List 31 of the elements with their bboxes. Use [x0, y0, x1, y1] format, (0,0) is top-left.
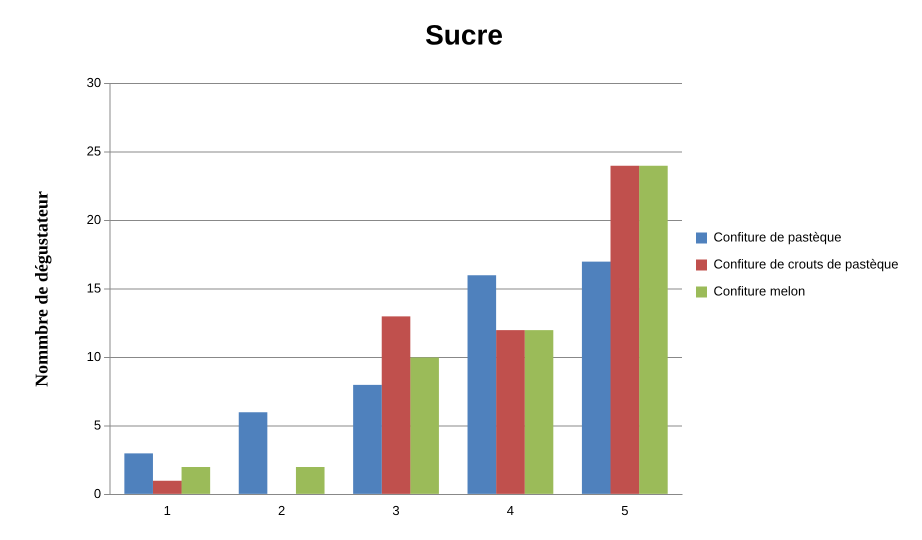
- x-tick-label: 4: [506, 502, 514, 518]
- y-tick-label: 30: [86, 75, 102, 90]
- bar: [410, 357, 439, 494]
- bar: [496, 330, 525, 494]
- bar: [639, 166, 668, 494]
- bar: [296, 467, 325, 494]
- y-tick-label: 5: [94, 418, 102, 433]
- y-tick-label: 15: [86, 280, 102, 296]
- legend-label: Confiture de pastèque: [714, 230, 842, 245]
- y-tick-label: 10: [86, 349, 102, 364]
- x-tick-label: 3: [392, 502, 400, 518]
- bar: [152, 480, 182, 494]
- x-tick-label: 5: [621, 502, 628, 518]
- x-tick-label: 1: [164, 502, 171, 518]
- y-tick-label: 20: [86, 212, 102, 228]
- x-tick-label: 2: [278, 502, 286, 518]
- bar: [610, 166, 640, 494]
- y-axis-title: Nommbre de dégustateur: [31, 191, 52, 387]
- bar: [238, 412, 268, 494]
- y-tick-label: 0: [94, 486, 102, 501]
- bar: [582, 262, 611, 494]
- bar: [382, 316, 410, 494]
- bar: [124, 453, 153, 494]
- y-tick-label: 25: [86, 144, 102, 159]
- legend-label: Confiture melon: [714, 284, 806, 299]
- bar: [468, 275, 496, 494]
- chart-title: Sucre: [425, 20, 503, 51]
- legend-label: Confiture de crouts de pastèque: [714, 256, 899, 272]
- bar: [524, 330, 554, 494]
- bar: [353, 384, 382, 494]
- bar: [182, 467, 210, 494]
